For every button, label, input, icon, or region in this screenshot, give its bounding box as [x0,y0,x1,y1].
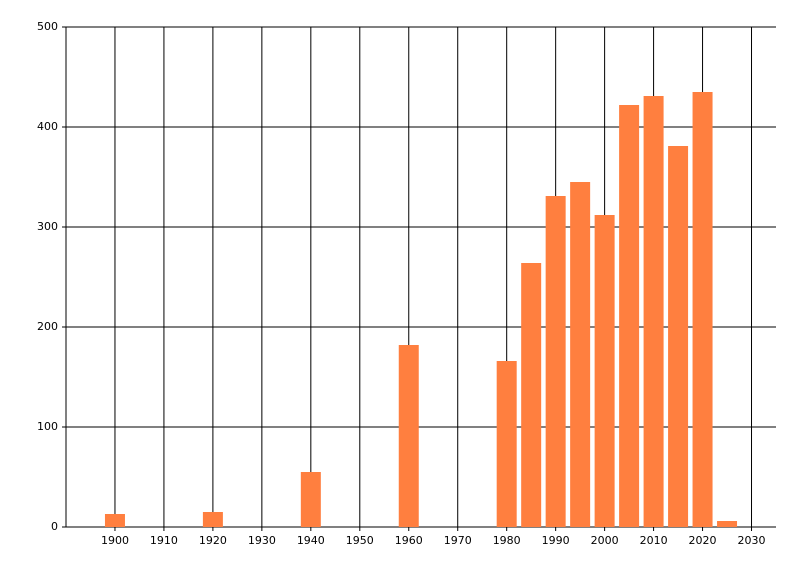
bar [692,92,713,527]
bar [643,96,664,527]
x-tick-label: 2020 [689,534,717,547]
y-tick-label: 500 [37,20,58,33]
bar [398,345,419,527]
x-tick-label: 1970 [444,534,472,547]
y-tick-label: 400 [37,120,58,133]
x-tick-label: 1930 [248,534,276,547]
y-tick-label: 100 [37,420,58,433]
x-tick-label: 1980 [493,534,521,547]
x-tick-label: 2010 [640,534,668,547]
bar [570,182,591,527]
bar [521,263,542,527]
x-tick-label: 1900 [101,534,129,547]
y-tick-label: 200 [37,320,58,333]
bar [717,521,738,527]
y-tick-label: 300 [37,220,58,233]
x-tick-label: 1910 [150,534,178,547]
bar [300,472,321,527]
bar [594,215,615,527]
bar [668,146,689,527]
x-tick-label: 1940 [297,534,325,547]
bar [619,105,640,527]
bar [104,514,125,527]
x-tick-label: 1960 [395,534,423,547]
y-tick-label: 0 [51,520,58,533]
x-tick-label: 2000 [591,534,619,547]
bar [545,196,566,527]
x-tick-label: 2030 [738,534,766,547]
bar [496,361,517,527]
x-tick-label: 1950 [346,534,374,547]
x-tick-label: 1920 [199,534,227,547]
x-tick-label: 1990 [542,534,570,547]
bar [202,512,223,527]
